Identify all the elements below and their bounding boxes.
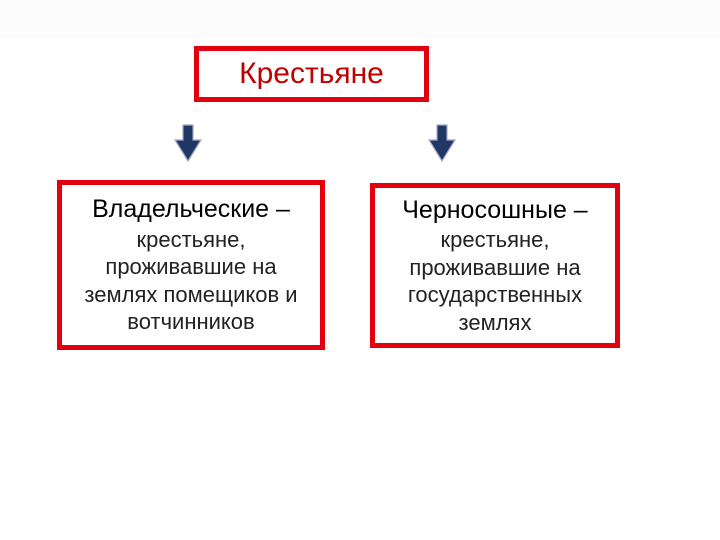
root-node-label: Крестьяне — [239, 57, 384, 91]
root-node: Крестьяне — [194, 46, 429, 102]
child-node-title: Владельческие – — [72, 194, 310, 225]
header-band — [0, 0, 720, 38]
arrow-right — [428, 124, 456, 162]
child-node-text: Владельческие – крестьяне, проживавшие н… — [72, 194, 310, 335]
child-node-title: Черносошные – — [385, 195, 605, 226]
arrow-left — [174, 124, 202, 162]
child-node-text: Черносошные – крестьяне, проживавшие на … — [385, 195, 605, 336]
child-node-state: Черносошные – крестьяне, проживавшие на … — [370, 183, 620, 348]
child-node-desc: крестьяне, проживавшие на землях помещик… — [72, 226, 310, 336]
child-node-owned: Владельческие – крестьяне, проживавшие н… — [57, 180, 325, 350]
child-node-desc: крестьяне, проживавшие на государственны… — [385, 226, 605, 336]
